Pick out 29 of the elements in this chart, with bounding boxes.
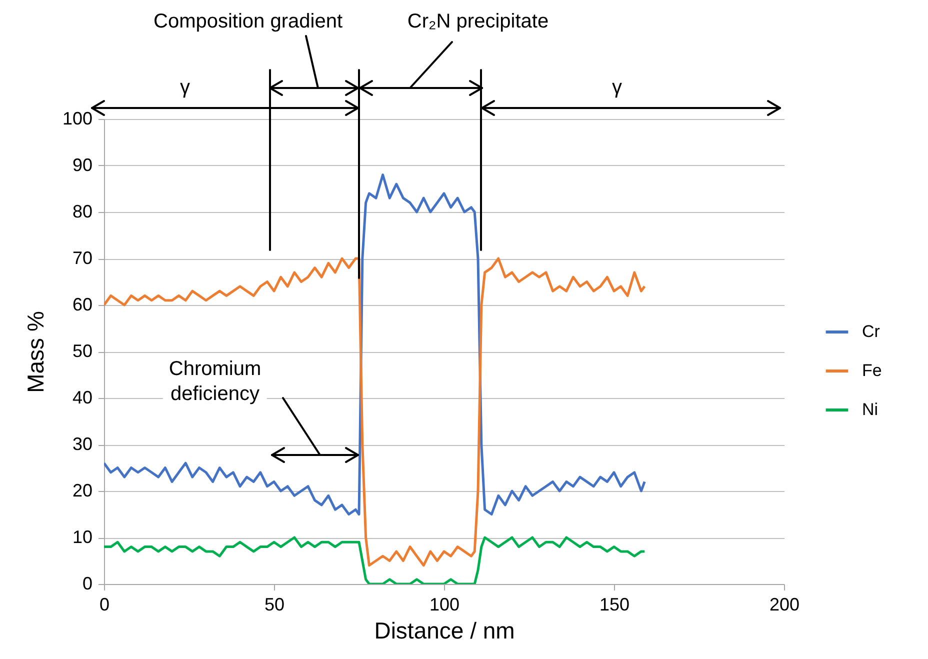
y-tick-label: 80 <box>72 202 92 222</box>
y-tick-label: 50 <box>72 341 92 361</box>
y-tick-label: 10 <box>72 527 92 547</box>
x-tick-label: 50 <box>264 594 285 614</box>
x-tick-label: 150 <box>599 594 630 614</box>
text: γ <box>180 76 190 100</box>
y-tick-label: 100 <box>62 108 92 128</box>
legend-label: Fe <box>862 361 882 380</box>
x-axis-title: Distance / nm <box>374 618 515 644</box>
line-series <box>104 174 646 516</box>
line-series <box>104 257 646 567</box>
y-tick-label: 60 <box>72 294 92 314</box>
y-tick-label: 40 <box>72 388 92 408</box>
text: Cr₂N precipitate <box>407 10 549 34</box>
x-tick-label: 100 <box>429 594 460 614</box>
y-tick-label: 90 <box>72 155 92 175</box>
y-tick-label: 70 <box>72 248 92 268</box>
y-tick-label: 0 <box>82 574 92 594</box>
legend-label: Cr <box>862 322 880 341</box>
x-tick-label: 0 <box>99 594 110 614</box>
y-tick-label: 30 <box>72 434 92 454</box>
text: γ <box>612 76 622 100</box>
x-tick-label: 200 <box>769 594 800 614</box>
annotation: Chromium deficiency <box>162 357 268 407</box>
line-series <box>104 536 646 584</box>
legend-label: Ni <box>862 400 878 419</box>
y-tick-label: 20 <box>72 480 92 500</box>
y-axis-title: Mass % <box>22 311 48 393</box>
text: Composition gradient <box>154 10 342 34</box>
